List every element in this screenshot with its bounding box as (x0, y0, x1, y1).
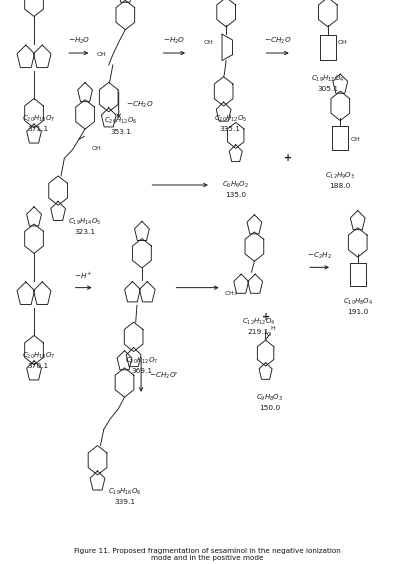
Text: 188.0: 188.0 (330, 183, 351, 189)
Text: $-H_2O$: $-H_2O$ (68, 36, 90, 46)
Text: Figure 11. Proposed fragmentation of sesaminol in the negative ionization
mode a: Figure 11. Proposed fragmentation of ses… (74, 548, 341, 561)
Text: 339.1: 339.1 (114, 499, 135, 505)
Text: $C_{19}H_{12}O_4$: $C_{19}H_{12}O_4$ (311, 74, 344, 84)
Text: 150.0: 150.0 (259, 405, 281, 411)
Text: OH: OH (91, 146, 101, 151)
Text: $C_{20}H_{18}O_7$: $C_{20}H_{18}O_7$ (22, 351, 55, 361)
Text: 191.0: 191.0 (347, 309, 369, 315)
Text: 369.1: 369.1 (132, 368, 152, 374)
Text: 305.1: 305.1 (317, 86, 338, 92)
Text: $C_6H_6O_2$: $C_6H_6O_2$ (222, 179, 249, 190)
Text: $-C_2H_2$: $-C_2H_2$ (307, 250, 332, 261)
Text: $C_{20}H_{12}O_6$: $C_{20}H_{12}O_6$ (105, 116, 138, 126)
Text: $-CH_2O$: $-CH_2O$ (126, 100, 154, 111)
Text: 335.1: 335.1 (220, 126, 241, 132)
Text: OH: OH (204, 41, 214, 46)
Text: +: + (284, 153, 293, 163)
Text: $-CH_2O$': $-CH_2O$' (149, 371, 178, 381)
Text: $C_9H_8O_3$: $C_9H_8O_3$ (256, 393, 283, 403)
Text: 323.1: 323.1 (75, 230, 95, 235)
Text: $C_{19}H_{16}O_6$: $C_{19}H_{16}O_6$ (108, 487, 141, 497)
Text: 353.1: 353.1 (111, 129, 132, 135)
Text: $C_{12}H_{12}O_4$: $C_{12}H_{12}O_4$ (242, 317, 275, 327)
Text: H: H (271, 326, 275, 331)
Text: $-CH_2O$: $-CH_2O$ (264, 36, 291, 46)
Text: 135.0: 135.0 (225, 192, 246, 198)
Text: $C_{20}H_{18}O_7$: $C_{20}H_{18}O_7$ (22, 114, 55, 124)
Text: $C_{19}H_{14}O_5$: $C_{19}H_{14}O_5$ (68, 217, 102, 227)
Text: O: O (266, 332, 271, 337)
Text: $-H^+$: $-H^+$ (74, 271, 93, 281)
Text: +: + (261, 312, 270, 322)
Text: OH: OH (338, 41, 348, 46)
Text: $C_{12}H_9O_3$: $C_{12}H_9O_3$ (325, 170, 355, 180)
Text: $-H_2O$: $-H_2O$ (163, 36, 186, 46)
Text: 371.1: 371.1 (27, 126, 49, 133)
Text: $C_{20}H_{12}O_5$: $C_{20}H_{12}O_5$ (214, 113, 247, 124)
Text: $C_{20}H_{12}O_7$: $C_{20}H_{12}O_7$ (125, 356, 159, 366)
Text: OH: OH (350, 137, 360, 142)
Text: 219.1: 219.1 (248, 329, 269, 336)
Text: OH: OH (97, 52, 107, 57)
Text: $C_{10}H_8O_4$: $C_{10}H_8O_4$ (343, 297, 373, 307)
Text: CH$_3$: CH$_3$ (224, 289, 238, 298)
Text: 370.1: 370.1 (27, 363, 49, 369)
